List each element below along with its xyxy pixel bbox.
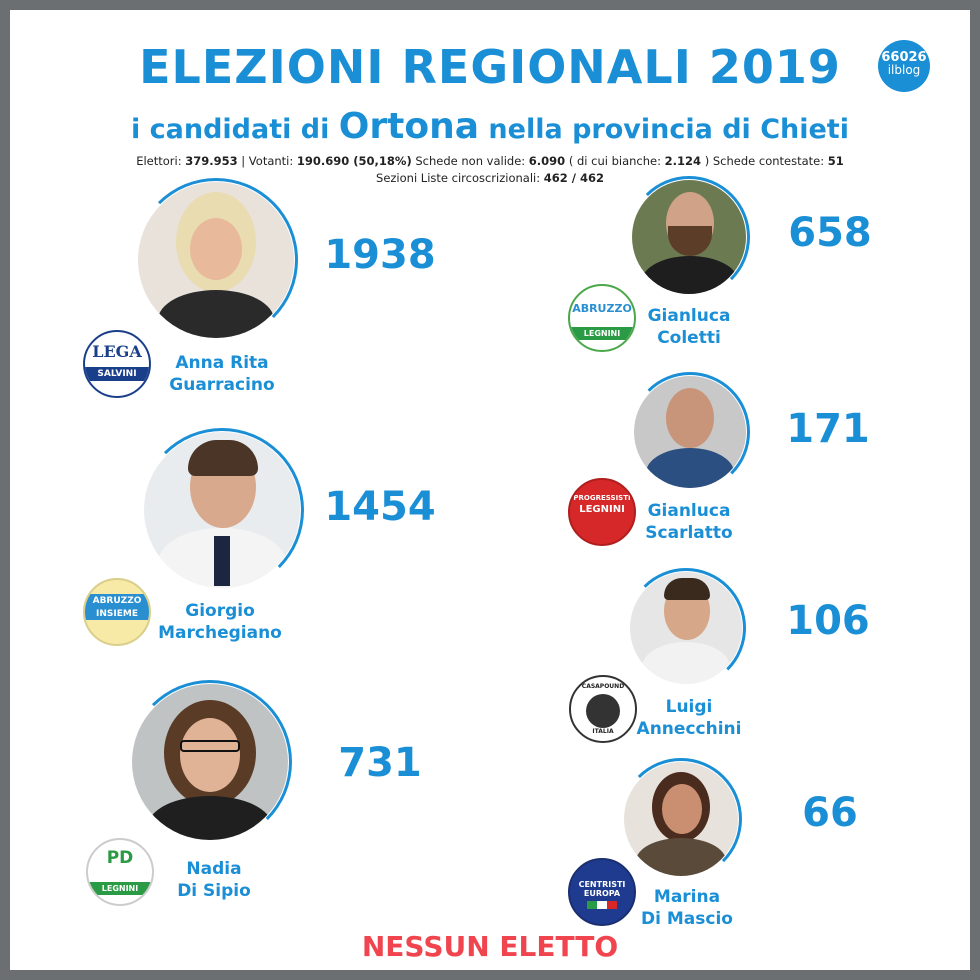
votes-di-sipio: 731 (338, 740, 422, 786)
logo-bottom-text: LEGNINI (570, 327, 634, 340)
candidate-photo-coletti[interactable] (632, 180, 746, 294)
candidate-first-name: Giorgio (185, 601, 255, 621)
candidate-last-name: Scarlatto (645, 523, 733, 543)
page-title: ELEZIONI REGIONALI 2019 (139, 40, 841, 94)
votes-guarracino: 1938 (324, 232, 436, 278)
votes-coletti: 658 (788, 210, 872, 256)
elettori-label: Elettori: (136, 154, 182, 168)
candidate-name-di-mascio: Marina Di Mascio (602, 886, 772, 930)
candidate-name-di-sipio: Nadia Di Sipio (129, 858, 299, 902)
candidate-name-scarlatto: Gianluca Scarlatto (604, 500, 774, 544)
candidate-name-annecchini: Luigi Annecchini (604, 696, 774, 740)
votes-scarlatto: 171 (786, 406, 870, 452)
party-logo-abruzzo-insieme: ABRUZZO INSIEME (83, 578, 151, 646)
votes-di-mascio: 66 (802, 790, 858, 836)
logo-bottom-text: INSIEME (85, 608, 149, 620)
subtitle-pre: i candidati di (131, 114, 339, 145)
votes-annecchini: 106 (786, 598, 870, 644)
election-stats: Elettori: 379.953 | Votanti: 190.690 (50… (0, 153, 980, 187)
candidate-last-name: Di Mascio (641, 909, 733, 929)
logo-top-text: CENTRISTI (578, 880, 626, 889)
candidate-name-guarracino: Anna Rita Guarracino (137, 352, 307, 396)
candidate-photo-marchegiano[interactable] (144, 432, 300, 588)
logo-bottom-text: EUROPA (583, 889, 621, 898)
candidate-first-name: Nadia (186, 859, 242, 879)
logo-top-text: ABRUZZO (572, 302, 632, 315)
elettori-value: 379.953 (185, 154, 238, 168)
sezioni-value: 462 / 462 (543, 171, 604, 185)
votanti-value: 190.690 (50,18%) (296, 154, 412, 168)
candidate-photo-di-mascio[interactable] (624, 762, 738, 876)
candidate-first-name: Gianluca (647, 306, 731, 326)
candidate-photo-guarracino[interactable] (138, 182, 294, 338)
votanti-label: | Votanti: (241, 154, 294, 168)
party-logo-progressisti: PROGRESSISTI LEGNINI (568, 478, 636, 546)
photo-ring (626, 568, 746, 688)
photo-ring (128, 680, 292, 844)
logo-top-text: PD (106, 848, 134, 868)
logo-top-text: LEGA (92, 342, 142, 361)
logo-top-text: CASAPOUND (581, 683, 625, 690)
logo-top-text: PROGRESSISTI (573, 494, 631, 502)
bianche-value: 2.124 (664, 154, 702, 168)
candidate-first-name: Anna Rita (175, 353, 269, 373)
page-subtitle: i candidati di Ortona nella provincia di… (0, 106, 980, 147)
result-footer: NESSUN ELETTO (361, 930, 619, 963)
candidate-photo-scarlatto[interactable] (634, 376, 746, 488)
badge-top: 66026 (881, 50, 927, 65)
bianche-close: ) (704, 154, 710, 168)
candidate-photo-di-sipio[interactable] (132, 684, 288, 840)
candidate-first-name: Marina (653, 887, 721, 907)
bianche-label: ( di cui bianche: (568, 154, 661, 168)
party-logo-solidali-popolari: CENTRISTI EUROPA (568, 858, 636, 926)
party-logo-abruzzo-legnini: ABRUZZO LEGNINI (568, 284, 636, 352)
stats-line-1: Elettori: 379.953 | Votanti: 190.690 (50… (0, 153, 980, 170)
non-valide-label: Schede non valide: (415, 154, 526, 168)
subtitle-city: Ortona (338, 106, 480, 147)
candidate-last-name: Guarracino (169, 375, 275, 395)
logo-bottom-text: SALVINI (85, 367, 149, 381)
candidate-name-coletti: Gianluca Coletti (604, 305, 774, 349)
candidate-first-name: Gianluca (647, 501, 731, 521)
stats-line-2: Sezioni Liste circoscrizionali: 462 / 46… (0, 170, 980, 187)
blog-badge[interactable]: 66026 ilblog (878, 40, 930, 92)
votes-marchegiano: 1454 (324, 484, 436, 530)
badge-bottom: ilblog (887, 63, 921, 77)
photo-ring (140, 428, 304, 592)
photo-ring (134, 178, 298, 342)
party-logo-casapound: CASAPOUND ITALIA (569, 675, 637, 743)
non-valide-value: 6.090 (528, 154, 566, 168)
candidate-last-name: Marchegiano (158, 623, 282, 643)
photo-ring (620, 758, 742, 880)
subtitle-post: nella provincia di Chieti (479, 114, 849, 145)
logo-bottom-text: ITALIA (592, 728, 614, 735)
photo-ring (630, 372, 750, 492)
party-logo-pd: PD LEGNINI (86, 838, 154, 906)
sezioni-label: Sezioni Liste circoscrizionali: (376, 171, 541, 185)
contestate-label: Schede contestate: (712, 154, 825, 168)
contestate-value: 51 (827, 154, 844, 168)
photo-ring (628, 176, 750, 298)
logo-top-text: ABRUZZO (85, 594, 149, 608)
party-logo-lega: LEGA SALVINI (83, 330, 151, 398)
candidate-first-name: Luigi (665, 697, 713, 717)
candidate-last-name: Annecchini (636, 719, 742, 739)
logo-bottom-text: LEGNINI (579, 504, 625, 515)
candidate-last-name: Di Sipio (177, 881, 251, 901)
candidate-photo-annecchini[interactable] (630, 572, 742, 684)
candidate-last-name: Coletti (657, 328, 721, 348)
logo-bottom-text: LEGNINI (88, 882, 152, 895)
candidate-name-marchegiano: Giorgio Marchegiano (135, 600, 305, 644)
